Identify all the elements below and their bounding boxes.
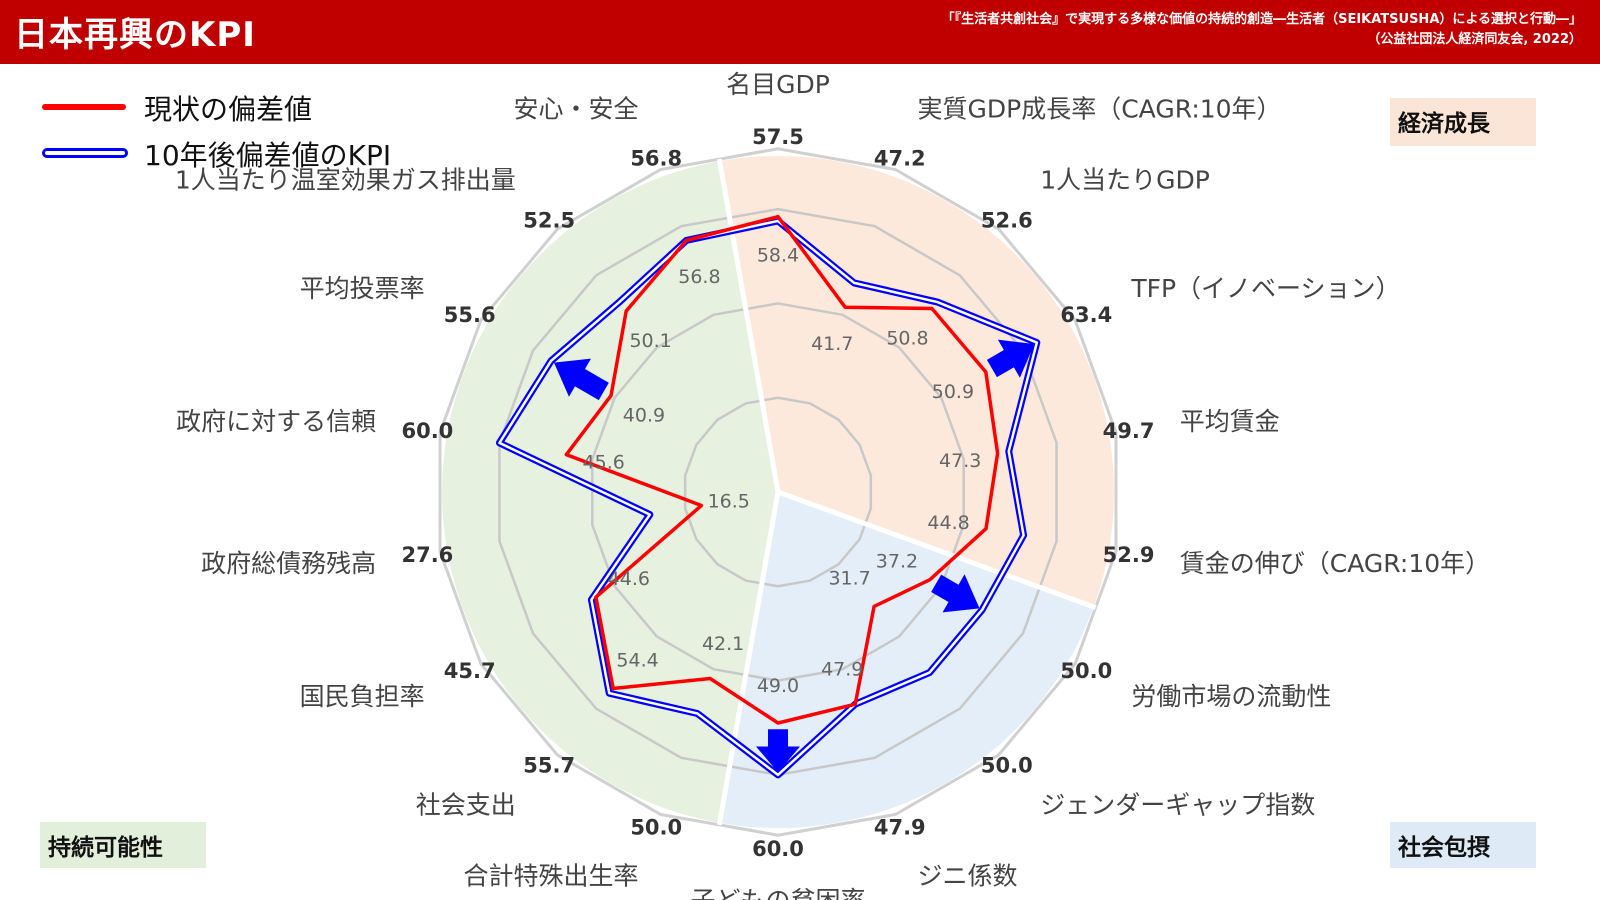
target-value-label: 52.6 — [981, 208, 1033, 232]
category-economy: 経済成長 — [1390, 98, 1536, 146]
legend-target-label: 10年後偏差値のKPI — [144, 139, 392, 172]
current-value-label: 45.6 — [583, 451, 625, 473]
source-citation: 「『生活者共創社会』で実現する多様な価値の持続的創造―生活者（SEIKATSUS… — [942, 10, 1582, 50]
target-value-label: 50.0 — [630, 816, 682, 840]
target-value-label: 50.0 — [981, 754, 1033, 778]
target-value-label: 63.4 — [1060, 303, 1112, 327]
axis-label: 政府総債務残高 — [201, 549, 376, 578]
target-value-label: 52.5 — [523, 208, 575, 232]
axis-label: ジニ係数 — [918, 861, 1018, 890]
axis-label: 名目GDP — [726, 70, 830, 99]
improvement-arrow — [931, 574, 980, 613]
axis-label: 実質GDP成長率（CAGR:10年） — [918, 95, 1282, 124]
current-value-label: 37.2 — [876, 551, 918, 573]
current-value-label: 47.9 — [821, 658, 863, 680]
axis-label: 合計特殊出生率 — [463, 861, 638, 890]
axis-label: 社会支出 — [416, 791, 516, 820]
target-value-label: 60.0 — [752, 837, 804, 861]
legend-current-swatch — [42, 104, 126, 110]
current-value-label: 50.8 — [886, 328, 928, 350]
target-value-label: 52.9 — [1103, 543, 1155, 567]
legend-target-swatch — [42, 148, 128, 158]
target-value-label: 56.8 — [630, 146, 682, 170]
current-value-label: 44.8 — [927, 512, 969, 534]
page-title: 日本再興のKPI — [14, 15, 256, 55]
grid-outer — [438, 147, 1118, 837]
axis-label: 1人当たり温室効果ガス排出量 — [175, 165, 516, 194]
target-value-label: 47.9 — [874, 816, 926, 840]
axis-label: 安心・安全 — [513, 95, 638, 124]
source-line-2: （公益社団法人経済同友会, 2022） — [1367, 32, 1582, 47]
target-value-label: 45.7 — [444, 659, 496, 683]
target-series-inner — [498, 219, 1039, 777]
current-value-label: 41.7 — [811, 333, 853, 355]
grid-ring-20 — [683, 396, 873, 588]
target-value-label: 47.2 — [874, 146, 926, 170]
category-sustain: 持続可能性 — [40, 822, 206, 868]
category-social: 社会包摂 — [1390, 822, 1536, 868]
current-series-line — [564, 214, 1000, 725]
target-value-label: 49.7 — [1103, 419, 1155, 443]
target-value-label: 60.0 — [401, 419, 453, 443]
axis-label: 子どもの貧困率 — [690, 886, 865, 900]
axis-label: TFP（イノベーション） — [1130, 274, 1400, 303]
target-value-label: 27.6 — [401, 543, 453, 567]
improvement-arrow — [554, 358, 609, 401]
current-value-label: 16.5 — [708, 491, 750, 513]
target-value-label: 57.5 — [752, 125, 804, 149]
sector-divider — [716, 491, 781, 826]
current-value-label: 47.3 — [939, 450, 981, 472]
current-value-label: 50.1 — [629, 330, 671, 352]
axis-label: 賃金の伸び（CAGR:10年） — [1180, 549, 1490, 578]
current-value-label: 49.0 — [757, 675, 799, 697]
axis-label: 平均賃金 — [1180, 407, 1280, 436]
axis-label: 国民負担率 — [300, 682, 425, 711]
sector-divider — [777, 489, 1097, 610]
legend-current-label: 現状の偏差値 — [144, 93, 313, 126]
current-value-label: 31.7 — [828, 567, 870, 589]
current-value-label: 56.8 — [678, 266, 720, 288]
target-value-label: 50.0 — [1060, 659, 1112, 683]
source-line-1: 「『生活者共創社会』で実現する多様な価値の持続的創造―生活者（SEIKATSUS… — [941, 12, 1582, 27]
current-value-label: 42.1 — [702, 633, 744, 655]
target-value-label: 55.6 — [444, 303, 496, 327]
axis-label: 平均投票率 — [300, 274, 425, 303]
improvement-arrow — [986, 339, 1035, 378]
current-value-label: 40.9 — [623, 405, 665, 427]
sector-divider — [716, 158, 781, 493]
header-bar: 日本再興のKPI 「『生活者共創社会』で実現する多様な価値の持続的創造―生活者（… — [0, 0, 1600, 64]
grid-ring-40 — [591, 302, 965, 682]
current-value-label: 58.4 — [757, 245, 799, 267]
current-value-label: 50.9 — [932, 381, 974, 403]
improvement-arrow — [756, 729, 800, 773]
axis-label: ジェンダーギャップ指数 — [1040, 791, 1315, 820]
axis-label: 政府に対する信頼 — [176, 407, 376, 436]
target-value-label: 55.7 — [523, 754, 575, 778]
axis-label: 労働市場の流動性 — [1131, 682, 1331, 711]
current-value-label: 44.6 — [608, 568, 650, 590]
current-value-label: 54.4 — [616, 649, 658, 671]
axis-label: 1人当たりGDP — [1040, 165, 1210, 194]
